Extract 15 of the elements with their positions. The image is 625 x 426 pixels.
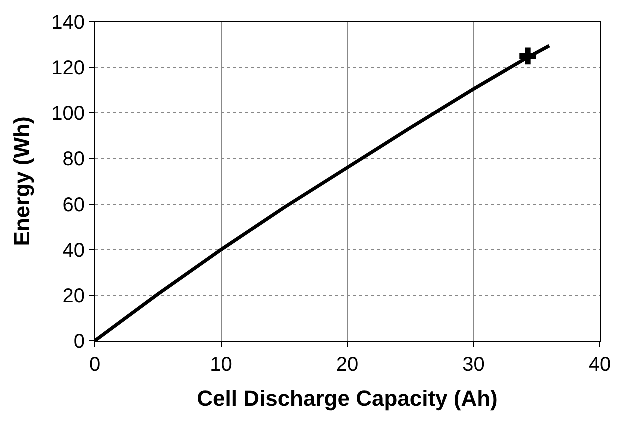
x-axis-title: Cell Discharge Capacity (Ah) bbox=[197, 386, 498, 411]
y-tick-label: 120 bbox=[52, 58, 85, 80]
y-tick-label: 80 bbox=[62, 148, 85, 171]
x-tick-label: 30 bbox=[462, 354, 485, 376]
x-tick-label: 20 bbox=[336, 354, 359, 376]
y-axis-title: Energy (Wh) bbox=[9, 116, 34, 246]
x-tick-label: 0 bbox=[89, 354, 101, 376]
y-tick-label: 100 bbox=[52, 103, 85, 126]
x-tick-label: 10 bbox=[210, 354, 232, 376]
y-tick-label: 0 bbox=[74, 331, 85, 353]
y-tick-label: 140 bbox=[52, 12, 85, 34]
y-tick-label: 20 bbox=[62, 285, 85, 308]
y-tick-label: 60 bbox=[62, 194, 85, 216]
y-tick-label: 40 bbox=[62, 240, 85, 262]
x-tick-label: 40 bbox=[588, 354, 612, 376]
